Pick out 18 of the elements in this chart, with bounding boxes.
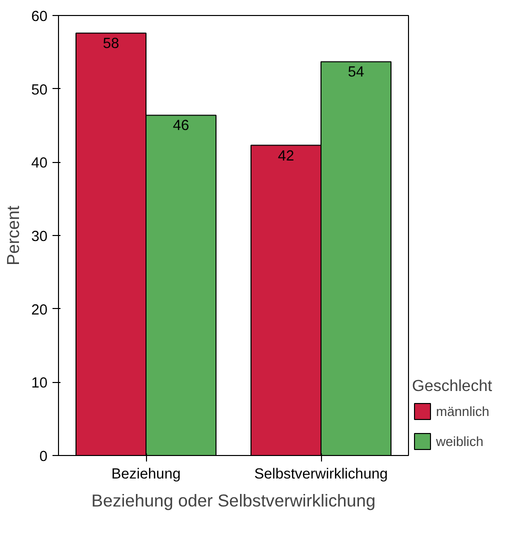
- x-tick-label: Selbstverwirklichung: [254, 466, 388, 482]
- legend-label: weiblich: [436, 434, 484, 448]
- legend-label: männlich: [436, 404, 490, 418]
- data-label: 54: [348, 64, 364, 81]
- data-label: 58: [102, 36, 120, 52]
- y-axis-title: Percent: [3, 205, 24, 266]
- y-tick-label: 60: [31, 9, 48, 25]
- y-tick-label: 0: [39, 449, 48, 465]
- y-tick-label: 40: [31, 156, 48, 172]
- y-tick-label: 20: [31, 302, 48, 318]
- data-label: 42: [278, 148, 294, 164]
- x-axis-title: Beziehung oder Selbstverwirklichung: [91, 490, 376, 510]
- y-tick-label: 50: [31, 82, 48, 98]
- y-tick-label: 10: [31, 376, 48, 392]
- data-label: 46: [172, 118, 190, 134]
- legend-title: Geschlecht: [412, 378, 492, 396]
- x-tick-label: Beziehung: [111, 466, 181, 482]
- y-tick-label: 30: [31, 229, 48, 245]
